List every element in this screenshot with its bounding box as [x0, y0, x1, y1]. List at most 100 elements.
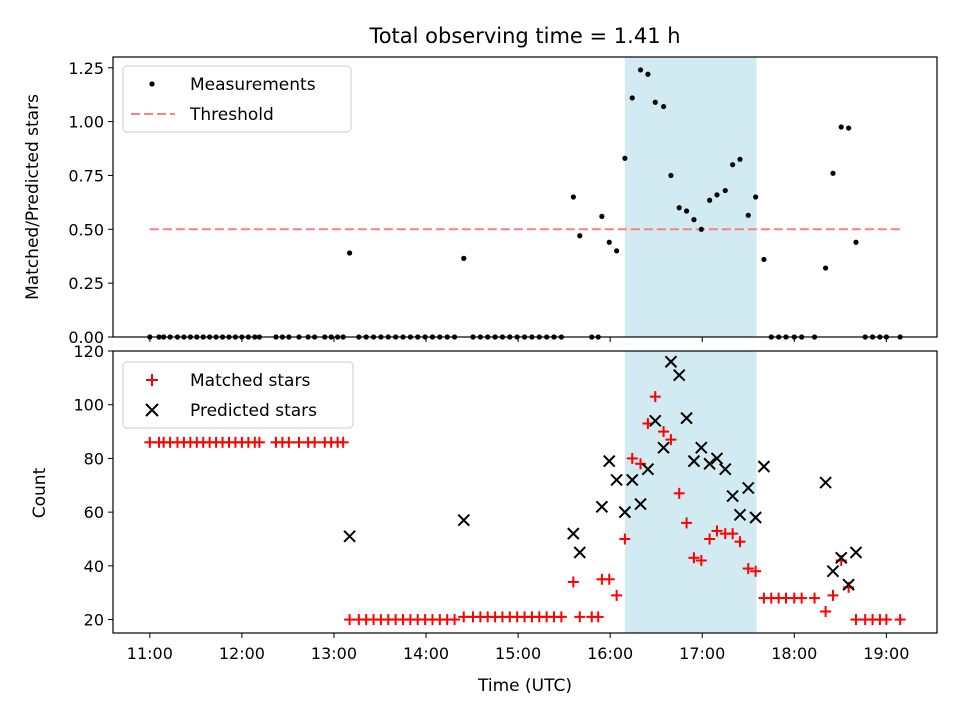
measurement-point — [838, 124, 844, 130]
measurement-point — [645, 71, 651, 77]
legend-measurements-label: Measurements — [190, 75, 316, 95]
top-y-ticks: 0.00 0.25 0.50 0.75 1.00 1.25 — [68, 59, 113, 347]
top-y-tick-label: 1.25 — [68, 59, 104, 78]
matched-star-point — [820, 606, 832, 618]
matched-star-point — [695, 554, 707, 566]
predicted-star-point — [626, 473, 639, 487]
bottom-axes-frame — [112, 350, 938, 634]
top-y-tick-label: 1.00 — [68, 113, 104, 132]
matched-star-point — [458, 611, 470, 623]
matched-star-point — [619, 533, 631, 545]
x-tick-label: 12:00 — [219, 644, 265, 663]
bottom-y-ticks: 20 40 60 80 100 120 — [73, 342, 113, 630]
top-panel: 0.00 0.25 0.50 0.75 1.00 1.25 Matched/Predict… — [23, 56, 938, 347]
predicted-star-point — [849, 546, 863, 559]
bottom-y-tick-label: 80 — [84, 449, 104, 468]
bottom-y-tick-label: 20 — [84, 611, 104, 630]
predicted-star-point — [726, 489, 739, 503]
measurement-point — [577, 233, 583, 239]
x-tick-label: 17:00 — [679, 644, 725, 663]
measurement-point — [614, 248, 620, 254]
matched-star-point — [144, 436, 156, 448]
top-y-axis-label: Matched/Predicted stars — [23, 94, 43, 300]
measurement-point — [853, 239, 859, 245]
predicted-star-point — [835, 551, 848, 565]
matched-star-point — [611, 589, 623, 601]
measurement-point — [347, 250, 353, 256]
matched-star-point — [293, 436, 305, 448]
measurement-point — [599, 213, 605, 219]
predicted-stars-points — [343, 355, 863, 591]
measurement-point — [660, 103, 667, 110]
x-tick-label: 15:00 — [495, 644, 541, 663]
predicted-star-point — [826, 565, 840, 578]
predicted-star-point — [603, 454, 616, 468]
top-x-ticks — [149, 337, 887, 342]
observing-window-shade-top — [624, 57, 757, 337]
measurement-point — [822, 265, 829, 271]
legend-measurements-marker — [149, 81, 155, 87]
measurement-point — [676, 205, 682, 211]
matched-star-point — [603, 573, 615, 585]
predicted-star-point — [742, 481, 755, 495]
measurement-point — [629, 95, 635, 101]
top-y-tick-label: 0.00 — [68, 328, 104, 347]
x-axis-label: Time (UTC) — [477, 676, 572, 696]
legend-predicted-marker — [145, 403, 159, 417]
predicted-star-point — [757, 460, 771, 473]
measurement-point — [606, 239, 612, 245]
predicted-star-point — [649, 414, 662, 428]
measurement-point — [461, 255, 467, 261]
bottom-x-ticks: 11:00 12:00 13:00 14:00 15:00 16:00 17:00 18:00… — [127, 633, 909, 663]
predicted-star-point — [664, 355, 678, 368]
measurement-point — [622, 155, 628, 161]
predicted-star-point — [641, 462, 655, 476]
bottom-y-axis-label: Count — [30, 467, 50, 518]
matched-star-point — [337, 436, 349, 448]
matched-star-point — [649, 391, 661, 403]
measurement-point — [706, 197, 713, 203]
bottom-y-tick-label: 60 — [84, 503, 104, 522]
matched-star-point — [880, 614, 892, 626]
measurement-point — [737, 156, 743, 162]
matched-star-point — [742, 563, 754, 575]
predicted-star-point — [634, 497, 647, 511]
x-tick-label: 11:00 — [127, 644, 173, 663]
matched-star-point — [750, 565, 762, 577]
measurement-point — [761, 256, 767, 263]
matched-star-point — [574, 611, 586, 623]
predicted-star-point — [680, 411, 693, 425]
x-tick-label: 18:00 — [771, 644, 817, 663]
predicted-star-point — [687, 454, 701, 468]
measurement-point — [745, 212, 751, 218]
matched-star-point — [635, 458, 647, 470]
observing-window-shade-bottom — [624, 351, 757, 633]
matched-star-point — [827, 589, 839, 601]
measurement-point — [730, 162, 736, 168]
matched-star-point — [283, 436, 295, 448]
predicted-star-point — [343, 530, 356, 543]
measurement-point — [846, 125, 852, 131]
predicted-star-point — [567, 527, 580, 540]
matched-stars-points — [144, 391, 906, 626]
legend-predicted-label: Predicted stars — [190, 401, 317, 421]
measurement-point — [637, 67, 644, 73]
matched-star-point — [253, 436, 265, 448]
top-y-tick-label: 0.75 — [68, 166, 104, 185]
chart-title: Total observing time = 1.41 h — [368, 24, 680, 48]
predicted-star-point — [595, 500, 609, 513]
matched-star-point — [850, 614, 862, 626]
measurement-point — [691, 217, 697, 223]
matched-star-point — [567, 576, 579, 588]
predicted-star-point — [703, 457, 716, 471]
predicted-star-point — [573, 546, 586, 559]
predicted-star-point — [610, 473, 623, 487]
measurement-point — [722, 187, 728, 194]
predicted-star-point — [618, 505, 632, 519]
matched-star-point — [809, 592, 821, 604]
top-legend: Measurements Threshold — [122, 65, 352, 133]
matched-star-point — [734, 536, 746, 548]
matched-star-point — [658, 426, 670, 438]
x-tick-label: 19:00 — [863, 644, 909, 663]
